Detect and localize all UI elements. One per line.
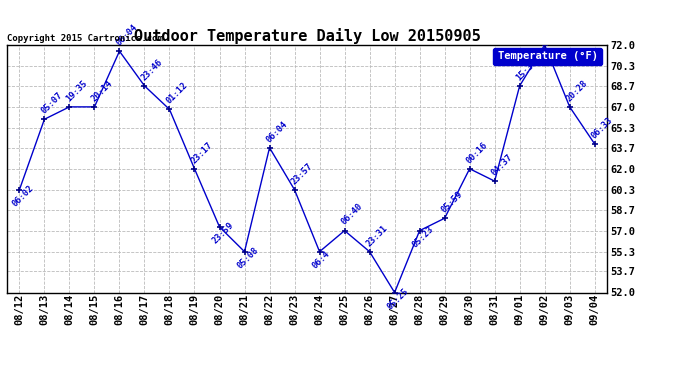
Text: 23:31: 23:31	[364, 223, 389, 248]
Text: 23:46: 23:46	[139, 57, 164, 82]
Text: 06:02: 06:02	[10, 183, 35, 209]
Text: 06:04: 06:04	[115, 22, 139, 48]
Text: 06:04: 06:04	[264, 119, 289, 144]
Text: 06:33: 06:33	[589, 116, 615, 140]
Text: 00:16: 00:16	[464, 140, 489, 165]
Text: 01:12: 01:12	[164, 81, 189, 106]
Text: 05:08: 05:08	[236, 245, 261, 270]
Text: 05:23: 05:23	[411, 224, 435, 249]
Legend: Temperature (°F): Temperature (°F)	[493, 48, 602, 65]
Text: 20:14: 20:14	[89, 78, 115, 103]
Title: Outdoor Temperature Daily Low 20150905: Outdoor Temperature Daily Low 20150905	[134, 28, 480, 44]
Text: 19:35: 19:35	[64, 78, 89, 103]
Text: 05:25: 05:25	[386, 286, 411, 311]
Text: 23:17: 23:17	[189, 140, 215, 165]
Text: 05:59: 05:59	[440, 190, 464, 214]
Text: 15:31: 15:31	[515, 57, 540, 82]
Text: 06:4: 06:4	[310, 249, 332, 270]
Text: 06:40: 06:40	[339, 202, 364, 227]
Text: Copyright 2015 Cartronics.com: Copyright 2015 Cartronics.com	[7, 33, 163, 42]
Text: 04:37: 04:37	[489, 153, 515, 177]
Text: 20:28: 20:28	[564, 78, 589, 103]
Text: 23:59: 23:59	[210, 220, 235, 246]
Text: 23:57: 23:57	[289, 161, 315, 186]
Text: 05:07: 05:07	[39, 91, 64, 116]
